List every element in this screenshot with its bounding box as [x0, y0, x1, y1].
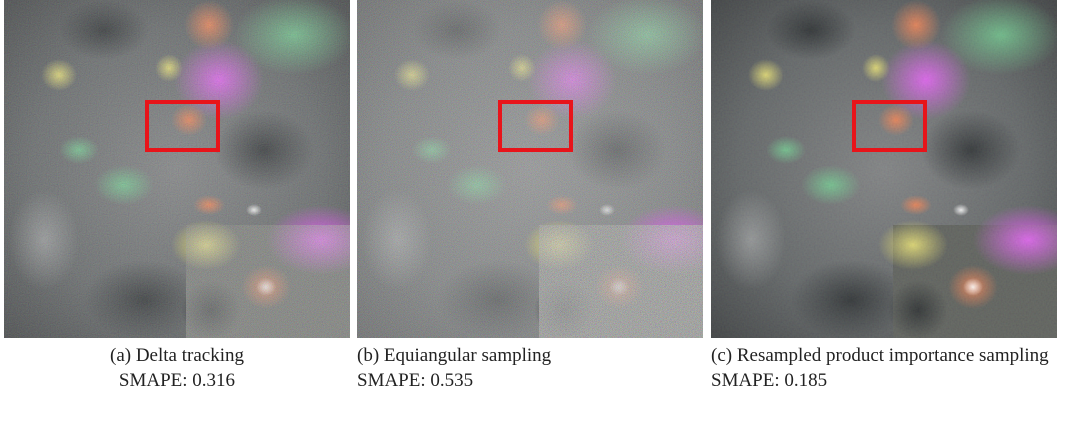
render-image: [357, 0, 703, 338]
panel: [357, 0, 703, 338]
caption: (b) Equiangular sampling SMAPE: 0.535: [357, 343, 703, 393]
page: (a) Delta tracking SMAPE: 0.316 (b) Equi…: [0, 0, 1078, 432]
panel: [4, 0, 350, 338]
render-image: [4, 0, 350, 338]
caption: (a) Delta tracking SMAPE: 0.316: [4, 343, 350, 393]
caption: (c) Resampled product importance samplin…: [711, 343, 1065, 393]
caption-metric: SMAPE: 0.316: [4, 368, 350, 393]
panel: [711, 0, 1057, 338]
caption-metric: SMAPE: 0.185: [711, 368, 1065, 393]
caption-title: (c) Resampled product importance samplin…: [711, 343, 1065, 368]
render-image: [711, 0, 1057, 338]
caption-title: (a) Delta tracking: [4, 343, 350, 368]
caption-metric: SMAPE: 0.535: [357, 368, 703, 393]
caption-title: (b) Equiangular sampling: [357, 343, 703, 368]
